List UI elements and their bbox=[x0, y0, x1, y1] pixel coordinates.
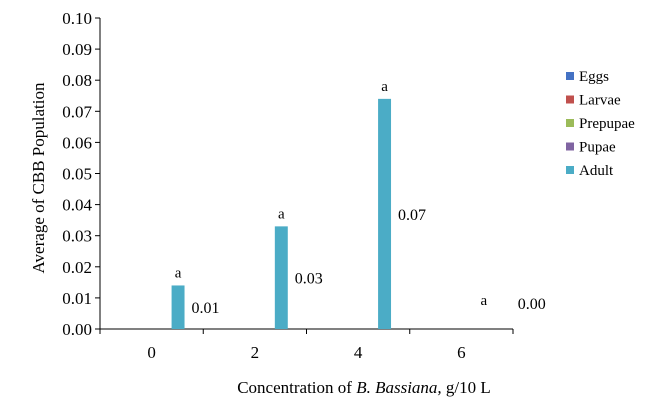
legend: Eggs Larvae Prepupae Pupae Adult bbox=[566, 69, 635, 179]
legend-label: Prepupae bbox=[579, 116, 635, 132]
y-tick-label: 0.05 bbox=[62, 165, 92, 184]
data-label: 0.07 bbox=[398, 207, 426, 224]
y-tick-label: 0.01 bbox=[62, 289, 92, 308]
legend-label: Adult bbox=[579, 163, 614, 179]
y-tick-label: 0.02 bbox=[62, 258, 92, 277]
y-tick-label: 0.06 bbox=[62, 133, 92, 152]
legend-label: Eggs bbox=[579, 69, 609, 85]
data-label: 0.00 bbox=[518, 296, 546, 313]
y-tick-label: 0.10 bbox=[62, 9, 92, 28]
legend-swatch bbox=[566, 142, 574, 151]
bar-adult bbox=[274, 226, 288, 329]
data-label: 0.03 bbox=[295, 271, 323, 288]
y-tick-label: 0.09 bbox=[62, 40, 92, 59]
y-axis-title: Average of CBB Population bbox=[29, 82, 48, 273]
y-tick-label: 0.03 bbox=[62, 227, 92, 246]
data-labels: a 0.01 a 0.03 a 0.07 a 0.00 bbox=[175, 79, 546, 317]
significance-letter: a bbox=[175, 265, 182, 281]
significance-letter: a bbox=[278, 206, 285, 222]
legend-swatch bbox=[566, 119, 574, 127]
significance-letter: a bbox=[480, 293, 487, 309]
legend-swatch bbox=[566, 166, 574, 174]
y-tick-label: 0.00 bbox=[62, 320, 92, 339]
significance-letter: a bbox=[381, 79, 388, 95]
x-tick-label: 0 bbox=[147, 343, 156, 362]
x-tick-label: 6 bbox=[457, 343, 466, 362]
y-tick-label: 0.08 bbox=[62, 71, 92, 90]
legend-swatch bbox=[566, 95, 574, 104]
bar-adult bbox=[378, 98, 392, 329]
x-axis-title: Concentration of B. Bassiana, g/10 L bbox=[237, 378, 491, 397]
x-tick-label: 2 bbox=[251, 343, 260, 362]
x-tick-label: 4 bbox=[354, 343, 363, 362]
bar-adult bbox=[171, 285, 185, 329]
y-tick-label: 0.07 bbox=[62, 102, 92, 121]
bars bbox=[171, 98, 392, 329]
data-label: 0.01 bbox=[192, 300, 220, 317]
y-axis: 0.00 0.01 0.02 0.03 0.04 0.05 0.06 0.07 0.08 0.09… bbox=[62, 9, 101, 339]
legend-label: Larvae bbox=[579, 93, 621, 109]
x-axis-title-part: Concentration of bbox=[237, 378, 356, 397]
x-axis-title-part: g/10 L bbox=[442, 378, 491, 397]
legend-swatch bbox=[566, 72, 574, 80]
x-axis: 0 2 4 6 bbox=[99, 328, 514, 362]
legend-label: Pupae bbox=[579, 140, 616, 156]
x-axis-title-part: B. Bassiana, bbox=[356, 378, 441, 397]
y-tick-label: 0.04 bbox=[62, 196, 92, 215]
